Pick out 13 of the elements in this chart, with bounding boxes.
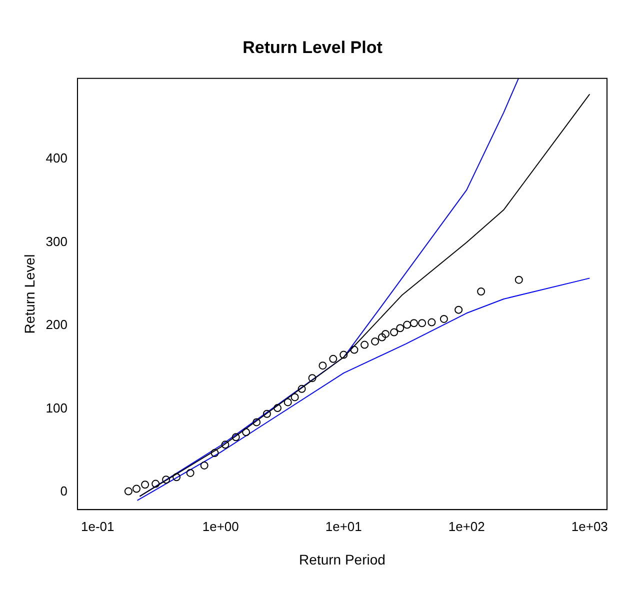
y-tick-label: 400 bbox=[46, 150, 68, 166]
x-axis-title: Return Period bbox=[299, 551, 386, 568]
y-axis-title: Return Level bbox=[21, 254, 38, 334]
y-tick-label: 300 bbox=[46, 234, 68, 249]
chart-title: Return Level Plot bbox=[242, 38, 383, 57]
x-tick-label: 1e+03 bbox=[571, 518, 608, 534]
x-tick-label: 1e+02 bbox=[448, 518, 485, 534]
y-tick-label: 0 bbox=[60, 484, 68, 499]
x-tick-label: 1e+01 bbox=[325, 518, 362, 534]
x-tick-label: 1e+00 bbox=[202, 518, 239, 534]
y-tick-label: 200 bbox=[46, 317, 68, 332]
x-tick-label: 1e-01 bbox=[81, 518, 114, 534]
y-tick-label: 100 bbox=[46, 400, 68, 416]
